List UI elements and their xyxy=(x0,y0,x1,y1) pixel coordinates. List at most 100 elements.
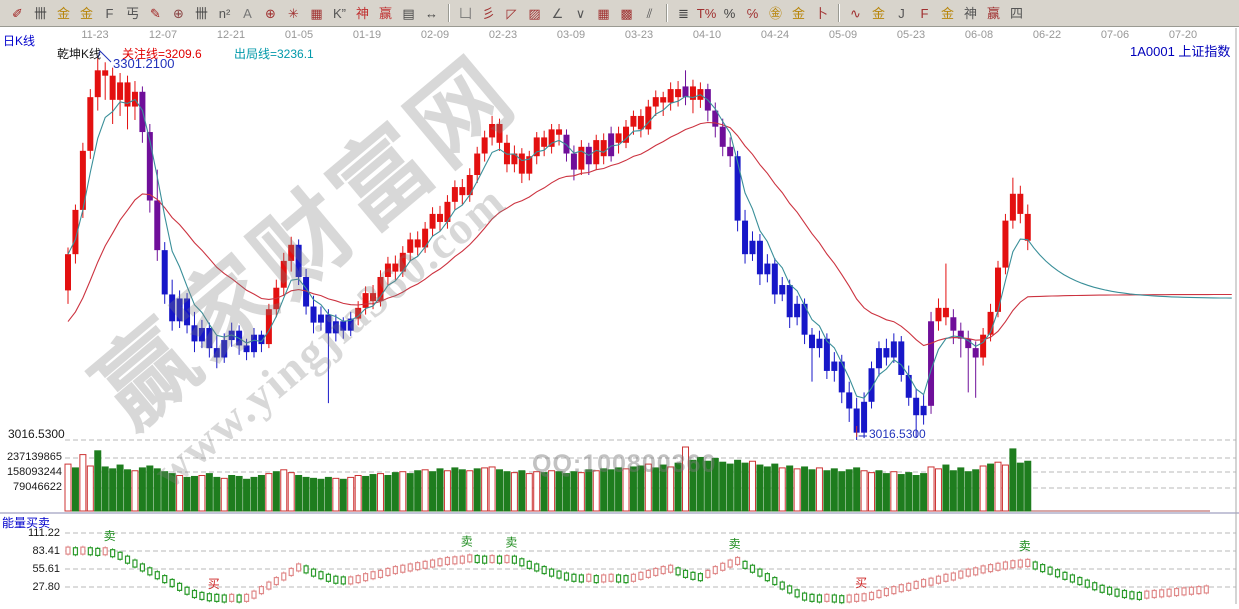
gold-slash-icon[interactable]: 金 xyxy=(940,5,954,21)
ruler-123-icon[interactable]: ▤ xyxy=(402,5,415,21)
volume-bar xyxy=(168,473,176,512)
brush-icon[interactable]: ✐ xyxy=(12,5,23,21)
candle xyxy=(459,187,466,196)
si-slash-icon[interactable]: 四 xyxy=(1009,5,1023,21)
hash-lines-2-icon[interactable]: 卌 xyxy=(194,5,208,21)
candle xyxy=(995,267,1001,312)
candle xyxy=(65,254,71,291)
volume-bar xyxy=(250,476,258,512)
sell-marker[interactable]: 卖 xyxy=(505,536,517,550)
candle xyxy=(623,126,629,143)
candle xyxy=(913,397,920,416)
indicator-bar xyxy=(489,554,495,564)
gold-box-icon[interactable]: 金 xyxy=(871,5,885,21)
indicator-bar xyxy=(831,594,837,603)
indicator-bar xyxy=(474,554,480,564)
indicator-bar xyxy=(727,559,733,568)
h-arrows-icon[interactable]: ↔ xyxy=(425,5,438,21)
indicator-bar xyxy=(1047,566,1053,575)
volume-bar xyxy=(860,470,868,512)
indicator-bar xyxy=(467,554,473,563)
indicator-bar xyxy=(1151,589,1157,599)
zhuan-tool-icon[interactable]: 丐 xyxy=(125,5,139,21)
sell-marker[interactable]: 卖 xyxy=(1019,539,1031,553)
candle xyxy=(280,260,287,288)
candle xyxy=(340,321,347,331)
percent-icon[interactable]: % xyxy=(723,5,736,21)
sell-marker[interactable]: 卖 xyxy=(461,534,473,548)
grid-2-icon[interactable]: ▦ xyxy=(597,5,610,21)
percent-line-icon[interactable]: ℅ xyxy=(746,5,759,21)
indicator-bar xyxy=(548,568,555,577)
shen-icon[interactable]: 神 xyxy=(355,5,369,21)
gann-rays-icon[interactable]: 彡 xyxy=(481,5,495,21)
ying-icon[interactable]: 赢 xyxy=(378,5,392,21)
volume-bar xyxy=(696,456,704,512)
gold-chip-2-icon[interactable]: 金 xyxy=(79,5,93,21)
indicator-bar xyxy=(296,563,302,572)
gold-chip-1-icon[interactable]: 金 xyxy=(56,5,70,21)
indicator-bar xyxy=(1144,590,1150,599)
frame-icon[interactable]: 凵 xyxy=(458,5,472,21)
ying-slash-icon[interactable]: 赢 xyxy=(986,5,1000,21)
volume-bar xyxy=(845,469,853,512)
wave-band-icon[interactable]: ∿ xyxy=(850,5,861,21)
volume-bar xyxy=(79,454,87,512)
fan-icon[interactable]: ◸ xyxy=(506,5,517,21)
indicator-bar xyxy=(139,563,145,572)
kline-icon[interactable]: K” xyxy=(333,5,346,21)
sell-marker[interactable]: 卖 xyxy=(104,529,116,543)
date-tick: 01-05 xyxy=(284,29,314,41)
date-tick: 04-10 xyxy=(692,29,722,41)
hash-lines-icon[interactable]: 卌 xyxy=(33,5,47,21)
indicator-bar xyxy=(1084,579,1090,588)
j-slash-icon[interactable]: J xyxy=(898,5,905,21)
angle-line-icon[interactable]: ∠ xyxy=(551,5,564,21)
f-bars-icon[interactable]: F xyxy=(105,5,114,21)
grid-box-icon[interactable]: ▦ xyxy=(310,5,323,21)
index-code-label[interactable]: 1A0001 上证指数 xyxy=(1130,44,1231,59)
candle xyxy=(823,338,830,371)
flag-icon[interactable]: 卜 xyxy=(814,5,828,21)
buy-marker[interactable]: 买 xyxy=(208,577,220,591)
indicator-bar xyxy=(243,593,250,602)
starburst-icon[interactable]: ✳ xyxy=(288,5,299,21)
volume-bar xyxy=(235,475,243,512)
f-slash-icon[interactable]: F xyxy=(920,5,929,21)
candle xyxy=(890,341,897,358)
candle xyxy=(935,307,942,322)
indicator-panel-title[interactable]: 能量买卖 xyxy=(2,516,51,530)
sell-marker[interactable]: 卖 xyxy=(729,537,741,551)
letter-a-icon[interactable]: A xyxy=(243,5,252,21)
volume-bar xyxy=(384,475,392,512)
parallel-lines-icon[interactable]: ⫽ xyxy=(646,5,653,21)
volume-bar xyxy=(882,473,890,512)
candle xyxy=(868,368,875,402)
grid-arrow-icon[interactable]: ▩ xyxy=(620,5,633,21)
t-percent-icon[interactable]: T% xyxy=(696,5,717,21)
volume-bar xyxy=(964,471,972,512)
n-squared-icon[interactable]: n² xyxy=(218,5,231,21)
candle xyxy=(414,239,421,248)
shen-slash-icon[interactable]: 神 xyxy=(963,5,977,21)
target-dash-icon[interactable]: ⊕ xyxy=(173,5,184,21)
stats-bars-icon[interactable]: ≣ xyxy=(678,5,689,21)
volume-bar xyxy=(220,477,228,512)
period-label[interactable]: 日K线 xyxy=(3,34,36,48)
pen-icon[interactable]: ✎ xyxy=(150,5,161,21)
gold-circle-icon[interactable]: ㊎ xyxy=(768,5,782,21)
crosshair-icon[interactable]: ⊕ xyxy=(265,5,276,21)
hatch-rect-icon[interactable]: ▨ xyxy=(528,5,541,21)
date-tick: 03-09 xyxy=(556,29,586,41)
gold-line-icon[interactable]: 金 xyxy=(791,5,805,21)
indicator-bar xyxy=(385,567,391,577)
indicator-bar xyxy=(496,555,503,564)
candle xyxy=(861,401,868,433)
indicator-bar xyxy=(1077,576,1083,586)
buy-marker[interactable]: 买 xyxy=(855,576,867,590)
wave-v-icon[interactable]: ∨ xyxy=(575,5,586,21)
volume-bar xyxy=(830,468,838,512)
indicator-bar xyxy=(1069,574,1076,583)
indicator-bar xyxy=(1188,586,1195,595)
